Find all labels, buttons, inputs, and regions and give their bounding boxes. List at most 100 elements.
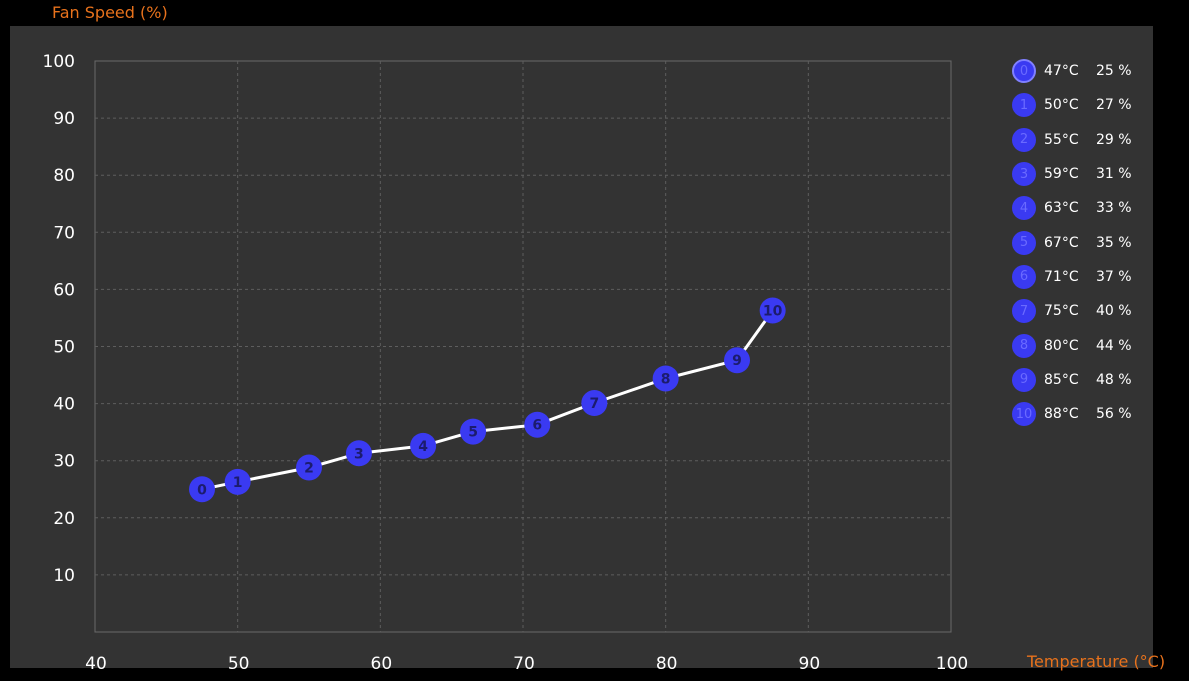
legend-temperature: 75°C (1044, 303, 1079, 320)
curve-point-label: 10 (763, 304, 783, 320)
curve-point-label: 5 (468, 425, 478, 441)
legend-temperature: 71°C (1044, 268, 1079, 285)
legend-point-marker: 7 (1012, 299, 1036, 324)
curve (200, 309, 775, 491)
legend-fan-speed: 37 % (1096, 268, 1132, 285)
legend-item[interactable]: 6 71°C 37 % (1008, 260, 1158, 294)
curve-point-6[interactable]: 6 (524, 411, 551, 438)
curve-point-handle[interactable] (296, 454, 322, 481)
curve-point-handle[interactable] (581, 390, 608, 417)
y-tick-label: 60 (53, 280, 75, 300)
x-tick-label: 100 (936, 654, 968, 674)
legend-temperature: 63°C (1044, 200, 1079, 217)
x-tick-label: 70 (513, 654, 535, 674)
legend-fan-speed: 27 % (1096, 97, 1132, 114)
grid-lines (94, 60, 952, 633)
curve-point-8[interactable]: 8 (652, 365, 679, 392)
curve-point-handle[interactable] (759, 297, 786, 324)
curve-points[interactable]: 0 1 2 3 4 5 6 7 8 9 10 (189, 297, 786, 503)
curve-point-handle[interactable] (724, 347, 750, 374)
y-tick-label: 90 (53, 109, 75, 129)
curve-point-10[interactable]: 10 (759, 297, 786, 324)
curve-point-7[interactable]: 7 (581, 390, 608, 417)
legend-temperature: 85°C (1044, 371, 1079, 388)
curve-point-label: 6 (532, 418, 542, 434)
curve-point-label: 4 (418, 439, 428, 455)
legend-point-marker: 0 (1012, 59, 1036, 84)
legend-fan-speed: 56 % (1096, 406, 1132, 423)
curve-point-label: 1 (233, 475, 243, 491)
legend-item[interactable]: 8 80°C 44 % (1008, 328, 1158, 362)
curve-point-0[interactable]: 0 (189, 476, 215, 503)
y-tick-label: 80 (53, 166, 75, 186)
y-tick-label: 20 (53, 509, 75, 529)
legend-item[interactable]: 9 85°C 48 % (1008, 363, 1158, 397)
curve-point-1[interactable]: 1 (224, 468, 251, 495)
legend-item[interactable]: 7 75°C 40 % (1008, 294, 1158, 328)
curve-point-handle[interactable] (189, 476, 215, 503)
legend-point-marker: 1 (1012, 93, 1036, 118)
legend-point-marker: 10 (1012, 402, 1036, 427)
curve-point-4[interactable]: 4 (410, 432, 437, 459)
curve-point-label: 8 (661, 371, 671, 387)
curve-point-handle[interactable] (524, 411, 551, 438)
legend-fan-speed: 48 % (1096, 371, 1132, 388)
curve-point-label: 7 (589, 396, 599, 412)
legend-point-marker: 5 (1012, 230, 1036, 255)
x-tick-label: 80 (656, 654, 678, 674)
legend-temperature: 59°C (1044, 166, 1079, 183)
legend-point-marker: 9 (1012, 367, 1036, 392)
curve-point-5[interactable]: 5 (460, 418, 487, 445)
legend-fan-speed: 35 % (1096, 234, 1132, 251)
curve-point-label: 0 (197, 482, 207, 498)
legend-fan-speed: 25 % (1096, 63, 1132, 80)
curve-point-handle[interactable] (345, 440, 372, 467)
fan-curve-line (200, 309, 775, 491)
legend-fan-speed: 33 % (1096, 200, 1132, 217)
legend-temperature: 55°C (1044, 131, 1079, 148)
legend-temperature: 80°C (1044, 337, 1079, 354)
legend-item[interactable]: 3 59°C 31 % (1008, 157, 1158, 191)
y-axis-title: Fan Speed (%) (52, 3, 168, 22)
y-tick-label: 100 (43, 52, 75, 72)
curve-point-handle[interactable] (652, 365, 679, 392)
legend-item[interactable]: 4 63°C 33 % (1008, 191, 1158, 225)
curve-point-2[interactable]: 2 (296, 454, 322, 481)
curve-point-handle[interactable] (410, 432, 437, 459)
legend-point-marker: 2 (1012, 127, 1036, 152)
curve-point-label: 3 (354, 446, 364, 462)
legend-temperature: 88°C (1044, 406, 1079, 423)
y-tick-label: 40 (53, 395, 75, 415)
legend-item[interactable]: 1 50°C 27 % (1008, 88, 1158, 122)
curve-point-label: 9 (732, 353, 742, 369)
legend-temperature: 67°C (1044, 234, 1079, 251)
x-tick-label: 50 (228, 654, 250, 674)
point-legend: 0 47°C 25 % 1 50°C 27 % 2 55°C 29 % 3 59… (1008, 54, 1158, 431)
y-tick-label: 50 (53, 338, 75, 358)
legend-item[interactable]: 0 47°C 25 % (1008, 54, 1158, 88)
legend-temperature: 50°C (1044, 97, 1079, 114)
curve-point-handle[interactable] (460, 418, 487, 445)
x-tick-label: 90 (799, 654, 821, 674)
legend-fan-speed: 31 % (1096, 166, 1132, 183)
legend-fan-speed: 29 % (1096, 131, 1132, 148)
legend-item[interactable]: 10 88°C 56 % (1008, 397, 1158, 431)
legend-point-marker: 6 (1012, 264, 1036, 289)
x-axis-title: Temperature (°C) (1027, 652, 1166, 671)
legend-item[interactable]: 2 55°C 29 % (1008, 123, 1158, 157)
curve-point-label: 2 (304, 461, 314, 477)
legend-item[interactable]: 5 67°C 35 % (1008, 225, 1158, 259)
curve-point-9[interactable]: 9 (724, 347, 750, 374)
y-tick-label: 30 (53, 452, 75, 472)
curve-point-3[interactable]: 3 (345, 440, 372, 467)
legend-point-marker: 3 (1012, 162, 1036, 187)
legend-point-marker: 4 (1012, 196, 1036, 221)
legend-fan-speed: 40 % (1096, 303, 1132, 320)
legend-fan-speed: 44 % (1096, 337, 1132, 354)
x-tick-label: 60 (371, 654, 393, 674)
curve-point-handle[interactable] (224, 468, 251, 495)
x-tick-label: 40 (85, 654, 107, 674)
y-tick-label: 70 (53, 223, 75, 243)
